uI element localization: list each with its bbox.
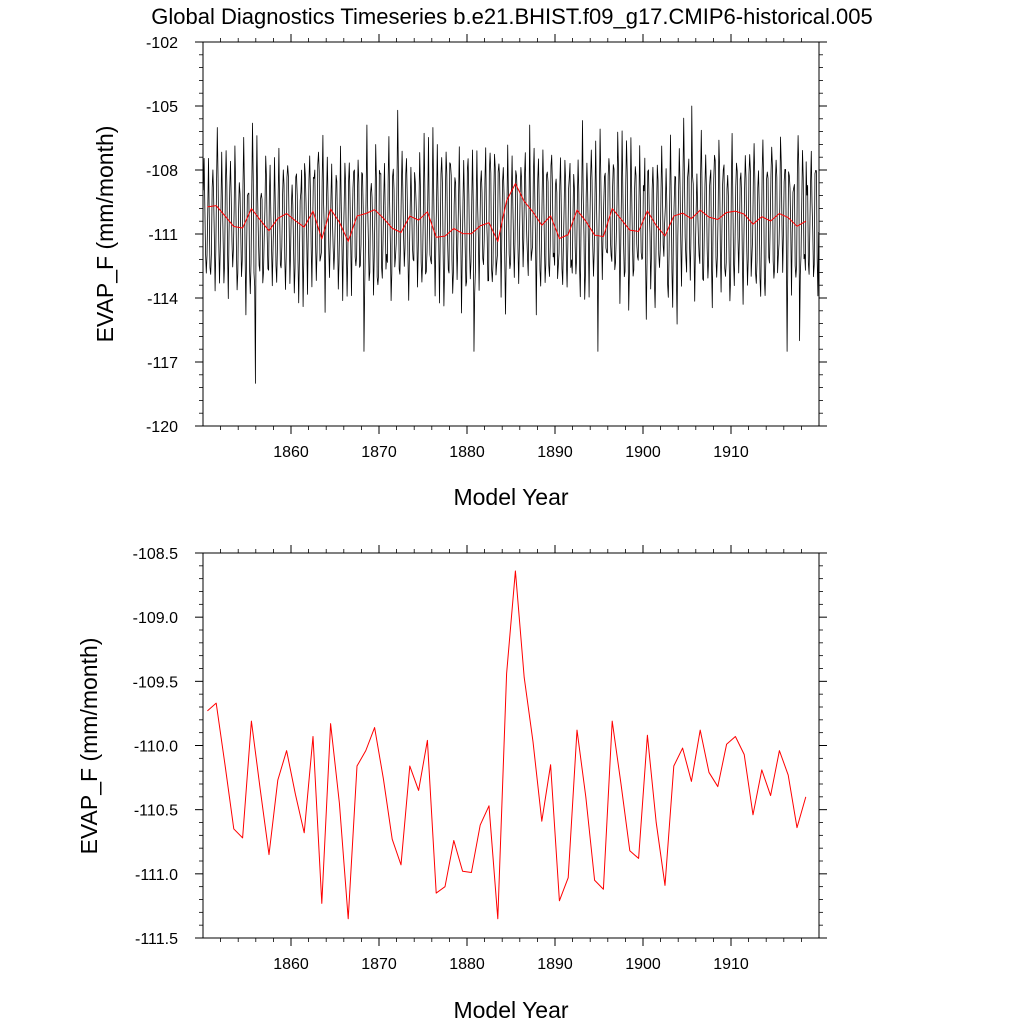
x-tick-label: 1880 xyxy=(449,444,485,461)
y-tick-label: -111.5 xyxy=(135,931,178,948)
x-tick-label: 1860 xyxy=(273,444,309,461)
y-tick-label: -108 xyxy=(146,163,178,180)
y-tick-label: -111.0 xyxy=(135,867,178,884)
top-x-axis-label: Model Year xyxy=(453,484,568,510)
y-tick-label: -102 xyxy=(146,35,178,52)
bottom-y-axis-label: EVAP_F (mm/month) xyxy=(76,638,102,855)
y-tick-label: -114 xyxy=(147,291,178,308)
y-tick-label: -109.5 xyxy=(133,674,178,691)
x-tick-label: 1880 xyxy=(449,956,485,973)
y-tick-label: -105 xyxy=(146,99,178,116)
top-panel: 1860 1870 1880 1890 1900 1910 -120 -117 -114 -111… xyxy=(146,34,827,461)
monthly-series-line xyxy=(202,105,820,384)
x-tick-label: 1890 xyxy=(537,956,573,973)
top-y-axis-label: EVAP_F (mm/month) xyxy=(92,126,118,343)
bottom-x-axis-label: Model Year xyxy=(453,997,568,1023)
x-tick-label: 1870 xyxy=(361,956,397,973)
y-tick-label: -108.5 xyxy=(133,546,178,563)
x-tick-label: 1900 xyxy=(625,444,661,461)
y-tick-label: -117 xyxy=(147,355,178,372)
x-tick-label: 1910 xyxy=(713,444,749,461)
y-tick-label: -109.0 xyxy=(133,610,178,627)
y-tick-label: -110.5 xyxy=(134,803,178,820)
x-tick-label: 1900 xyxy=(625,956,661,973)
x-tick-label: 1860 xyxy=(273,956,309,973)
x-tick-label: 1890 xyxy=(537,444,573,461)
bottom-panel: 1860 1870 1880 1890 1900 1910 -111.5 -111.0 -110… xyxy=(133,545,827,973)
annual-mean-series-line xyxy=(207,570,807,920)
y-tick-label: -110.0 xyxy=(134,739,178,756)
y-tick-label: -120 xyxy=(146,419,178,436)
y-tick-label: -111 xyxy=(148,227,178,244)
figure-title: Global Diagnostics Timeseries b.e21.BHIS… xyxy=(151,4,872,29)
x-tick-label: 1870 xyxy=(361,444,397,461)
x-tick-label: 1910 xyxy=(713,956,749,973)
annual-mean-series-line xyxy=(207,183,807,242)
